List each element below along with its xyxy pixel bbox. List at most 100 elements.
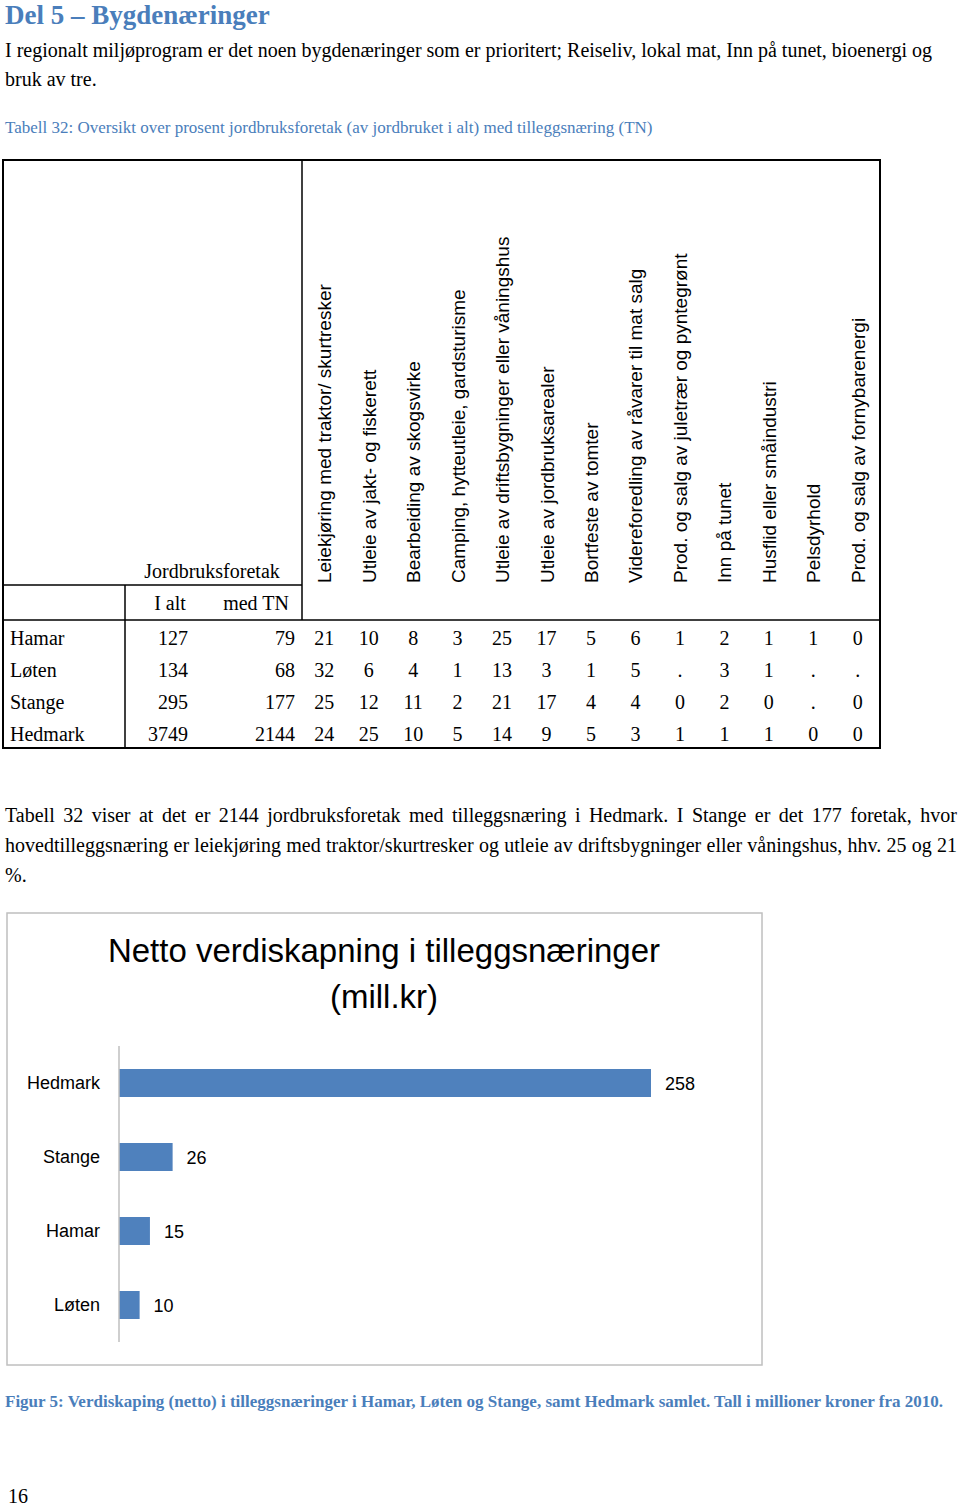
table-cell: 0 (853, 627, 863, 649)
page: {"heading": "Del 5 – Bygdenæringer", "in… (0, 0, 960, 1507)
table-cell: 6 (364, 659, 374, 681)
category-label: Hedmark (27, 1073, 101, 1093)
table-rule (3, 584, 302, 586)
table-cell: 1 (586, 659, 596, 681)
table-cell: 5 (586, 723, 596, 745)
chart-title: Netto verdiskapning i tilleggsnæringer (… (64, 928, 704, 1020)
table-cell: . (855, 659, 860, 681)
table-cell: 12 (359, 691, 379, 713)
table-column-header: Bearbeiding av skogsvirke (403, 361, 424, 583)
data-label: 26 (187, 1148, 207, 1168)
table-cell: 5 (453, 723, 463, 745)
figure-caption: Figur 5: Verdiskaping (netto) i tilleggs… (5, 1390, 955, 1413)
table-column-header: Videreforedling av råvarer til mat salg (625, 269, 646, 583)
table-caption: Tabell 32: Oversikt over prosent jordbru… (5, 117, 652, 139)
table-column-header: Utleie av driftsbygninger eller våningsh… (492, 237, 513, 583)
category-label: Stange (43, 1147, 100, 1167)
table-cell: 0 (764, 691, 774, 713)
table: Jordbruksforetak I alt med TN Leiekjøring m… (3, 160, 880, 748)
table-cell: 0 (808, 723, 818, 745)
table-cell: 13 (492, 659, 512, 681)
table-cell: 134 (158, 659, 188, 681)
table-cell: 68 (275, 659, 295, 681)
table-cell: . (811, 659, 816, 681)
table-column-header: Camping, hytteutleie, gardsturisme (448, 289, 469, 583)
table-cell: 8 (408, 627, 418, 649)
table-cell: 5 (586, 627, 596, 649)
graphics: Jordbruksforetak I alt med TN Leiekjøring m… (0, 0, 960, 1507)
table-row-name: Løten (10, 659, 57, 681)
paragraph: Tabell 32 viser at det er 2144 jordbruks… (5, 800, 957, 890)
table-group-header: Jordbruksforetak (144, 560, 280, 582)
table-cell: 79 (275, 627, 295, 649)
table-cell: 17 (537, 627, 557, 649)
table-cell: . (811, 691, 816, 713)
table-cell: 1 (764, 627, 774, 649)
category-label: Løten (54, 1295, 100, 1315)
table-cell: 4 (630, 691, 640, 713)
table-cell: 2144 (255, 723, 295, 745)
table-cell: 2 (719, 627, 729, 649)
table-column-header: Bortfeste av tomter (581, 422, 602, 583)
bar (119, 1069, 651, 1097)
table-sub-header: med TN (223, 592, 289, 614)
category-label: Hamar (46, 1221, 100, 1241)
table-row-name: Stange (10, 691, 65, 714)
bar (119, 1217, 150, 1245)
table-row-name: Hedmark (10, 723, 84, 745)
table-cell: 3 (719, 659, 729, 681)
chart: HedmarkStangeHamarLøten258261510 (7, 913, 762, 1365)
table-cell: 4 (408, 659, 418, 681)
table-cell: 4 (586, 691, 596, 713)
table-cell: 177 (265, 691, 295, 713)
table-cell: 1 (453, 659, 463, 681)
table-cell: 2 (719, 691, 729, 713)
table-cell: 0 (853, 691, 863, 713)
table-rule (124, 585, 126, 748)
table-cell: 21 (314, 627, 334, 649)
bar (119, 1291, 140, 1319)
table-cell: 127 (158, 627, 188, 649)
table-rule (3, 619, 880, 621)
data-label: 10 (154, 1296, 174, 1316)
table-cell: 6 (630, 627, 640, 649)
table-cell: 17 (537, 691, 557, 713)
table-cell: 11 (404, 691, 423, 713)
table-cell: 1 (719, 723, 729, 745)
table-cell: 1 (764, 659, 774, 681)
table-cell: 25 (492, 627, 512, 649)
table-cell: 3749 (148, 723, 188, 745)
table-cell: 3 (630, 723, 640, 745)
table-column-header: Utleie av jordbruksarealer (537, 366, 558, 583)
bar (119, 1143, 173, 1171)
table-cell: 1 (675, 627, 685, 649)
table-cell: 24 (314, 723, 334, 745)
table-cell: 14 (492, 723, 512, 745)
table-cell: 25 (314, 691, 334, 713)
table-cell: . (677, 659, 682, 681)
table-cell: 0 (853, 723, 863, 745)
heading: Del 5 – Bygdenæringer (5, 0, 270, 30)
table-cell: 1 (808, 627, 818, 649)
category-axis (118, 1046, 120, 1342)
data-label: 15 (164, 1222, 184, 1242)
table-cell: 5 (630, 659, 640, 681)
table-rule (301, 160, 303, 620)
page-number: 16 (8, 1484, 28, 1507)
table-cell: 3 (542, 659, 552, 681)
table-column-header: Leiekjøring med traktor/ skurtresker (314, 284, 335, 583)
table-cell: 25 (359, 723, 379, 745)
table-cell: 10 (403, 723, 423, 745)
table-column-header: Prod. og salg av juletrær og pyntegrønt (670, 253, 691, 583)
table-sub-header: I alt (154, 592, 186, 614)
table-column-header: Pelsdyrhold (803, 484, 824, 583)
intro: I regionalt miljøprogram er det noen byg… (5, 36, 957, 94)
bars (119, 1069, 651, 1319)
table-cell: 9 (542, 723, 552, 745)
chart-frame (7, 913, 762, 1365)
table-cell: 1 (675, 723, 685, 745)
table-border (3, 160, 880, 748)
table-cell: 10 (359, 627, 379, 649)
table-column-header: Prod. og salg av fornybarenergi (848, 318, 869, 583)
table-cell: 21 (492, 691, 512, 713)
